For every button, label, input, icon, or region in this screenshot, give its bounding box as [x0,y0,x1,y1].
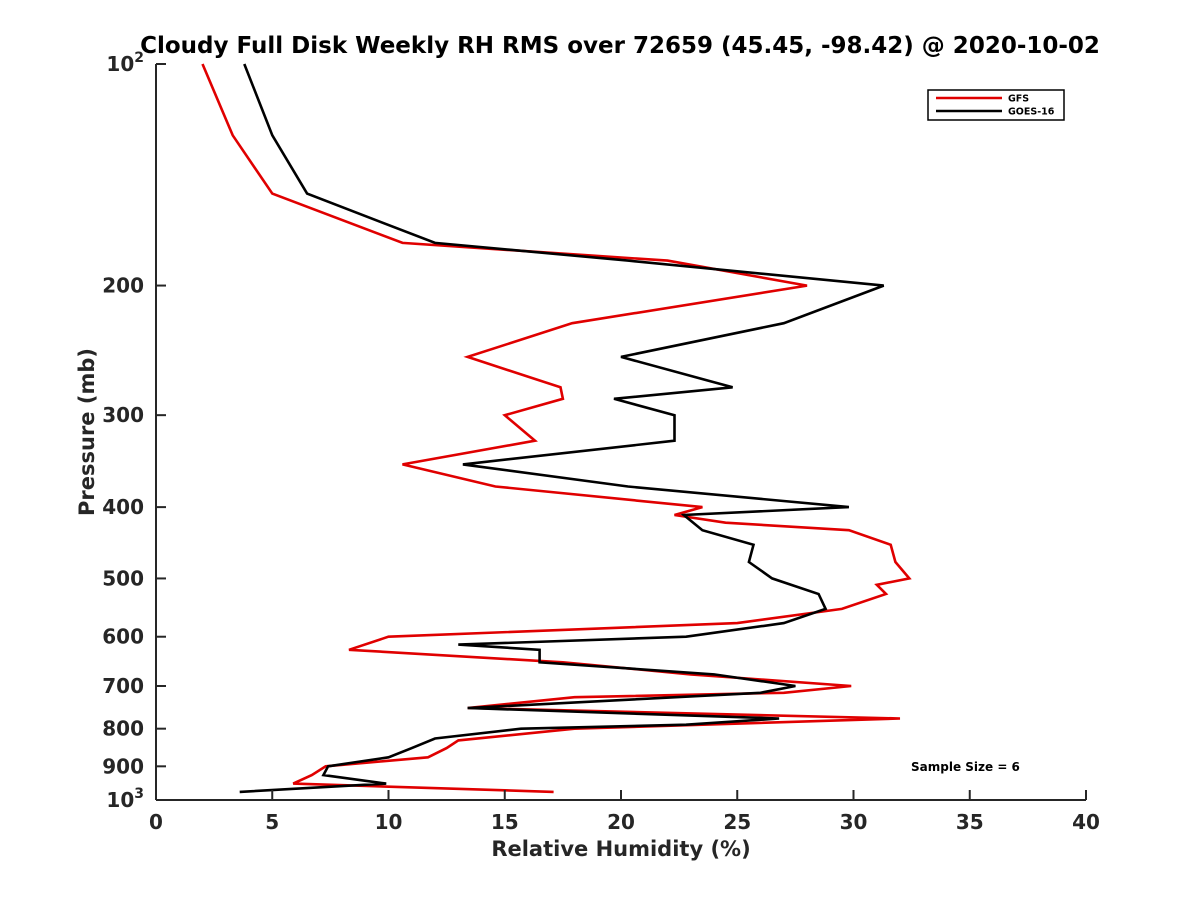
y-tick-label: 500 [102,566,144,590]
x-tick-label: 25 [723,810,751,834]
x-tick-label: 0 [149,810,163,834]
y-axis-label: Pressure (mb) [75,348,99,516]
x-tick-label: 10 [375,810,403,834]
y-tick-label-exponent: 3 [134,786,144,802]
y-tick-label: 900 [102,754,144,778]
plot-area [201,63,912,794]
x-tick-label: 35 [956,810,984,834]
series-line-gfs [201,63,912,794]
y-tick-label-exponent: 2 [134,50,144,66]
sample-size-annotation: Sample Size = 6 [911,760,1020,774]
y-tick-label: 200 [102,274,144,298]
legend-label-goes16: GOES-16 [1008,107,1055,118]
y-tick-label: 400 [102,495,144,519]
y-tick-label: 700 [102,674,144,698]
x-axis-label: Relative Humidity (%) [491,837,750,861]
x-ticks: 0 5 10 15 20 25 30 35 40 [149,790,1100,834]
y-tick-label: 600 [102,625,144,649]
series-layer [201,63,912,794]
y-tick-label-base: 10 [106,788,134,812]
legend: GFS GOES-16 [927,89,1065,121]
x-tick-label: 20 [607,810,635,834]
y-tick-label: 103 [106,786,144,812]
chart-title: Cloudy Full Disk Weekly RH RMS over 7265… [140,33,1100,59]
x-tick-label: 5 [265,810,279,834]
legend-box [927,89,1065,121]
axes: 0 5 10 15 20 25 30 35 40 10220030040050060070080… [102,50,1100,834]
x-tick-label: 30 [840,810,868,834]
y-tick-label-base: 10 [106,52,134,76]
y-tick-label: 102 [106,50,144,76]
x-tick-label: 15 [491,810,519,834]
legend-label-gfs: GFS [1008,94,1029,105]
x-tick-label: 40 [1072,810,1100,834]
y-tick-label: 800 [102,717,144,741]
series-line-goes16 [239,63,885,794]
y-tick-label: 300 [102,403,144,427]
